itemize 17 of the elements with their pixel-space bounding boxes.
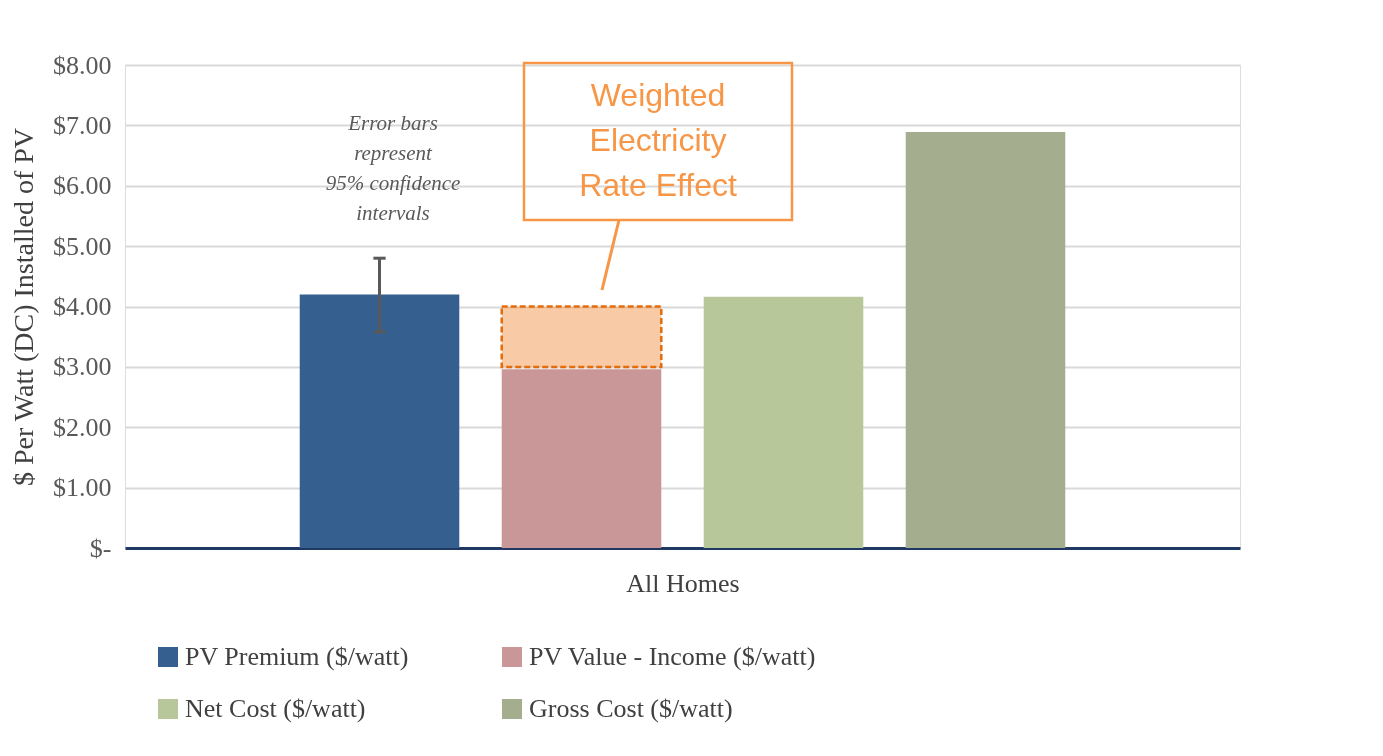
annotation: Weighted Electricity Rate Effect — [579, 77, 737, 203]
y-tick-label: $4.00 — [53, 292, 112, 321]
legend-label: Net Cost ($/watt) — [185, 694, 366, 723]
y-tick-label: $5.00 — [53, 231, 112, 261]
y-tick-label: $8.00 — [53, 50, 112, 80]
y-tick-label: $3.00 — [53, 352, 112, 382]
legend-label: Gross Cost ($/watt) — [529, 694, 733, 723]
y-tick-label: $6.00 — [53, 171, 112, 201]
y-axis-title: $ Per Watt (DC) Installed of PV — [8, 127, 39, 487]
y-tick-label: $- — [89, 533, 112, 563]
legend-label: PV Value - Income ($/watt) — [529, 642, 816, 671]
y-tick-label: $1.00 — [53, 473, 112, 503]
y-tick-label: $7.00 — [53, 110, 112, 140]
annotation: Error bars represent 95% confidence intervals — [325, 111, 461, 225]
x-axis-title: All Homes — [626, 568, 740, 598]
y-tick-label: $2.00 — [53, 412, 112, 442]
legend-label: PV Premium ($/watt) — [185, 642, 409, 671]
